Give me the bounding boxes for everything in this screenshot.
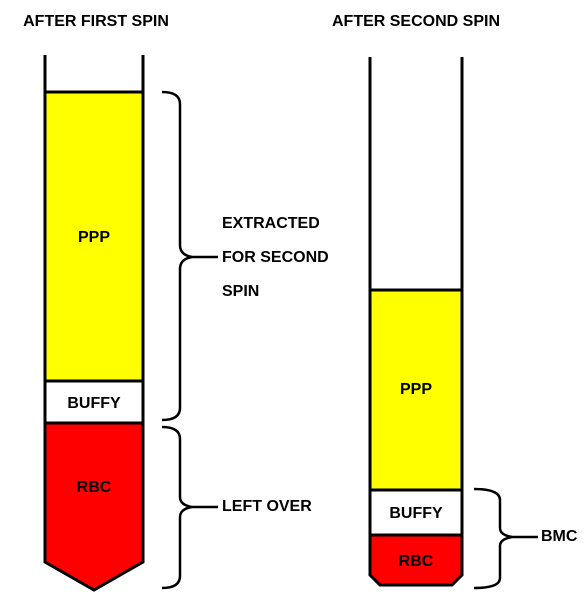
layer-label: BUFFY <box>389 505 443 522</box>
rbc-layer <box>368 533 464 587</box>
annotation: LEFT OVER <box>222 498 312 515</box>
tube-title: AFTER SECOND SPIN <box>332 13 500 30</box>
layer-label: PPP <box>78 229 110 246</box>
annotation: FOR SECOND <box>222 249 329 266</box>
ppp-layer <box>43 90 145 383</box>
annotation: SPIN <box>222 283 259 300</box>
tube-wall <box>368 57 464 290</box>
tube <box>368 57 464 587</box>
tube-title: AFTER FIRST SPIN <box>23 13 169 30</box>
layer-label: BUFFY <box>67 395 121 412</box>
layer-label: RBC <box>77 479 112 496</box>
rbc-layer <box>43 421 145 592</box>
annotation: EXTRACTED <box>222 215 320 232</box>
annotation: BMC <box>541 528 578 545</box>
layer-label: PPP <box>400 381 432 398</box>
layer-label: RBC <box>399 553 434 570</box>
tube-wall <box>43 55 145 92</box>
buffy-layer <box>368 488 464 537</box>
bracket <box>473 487 538 590</box>
tube <box>43 55 145 592</box>
bracket <box>161 90 218 422</box>
bracket <box>161 425 218 590</box>
